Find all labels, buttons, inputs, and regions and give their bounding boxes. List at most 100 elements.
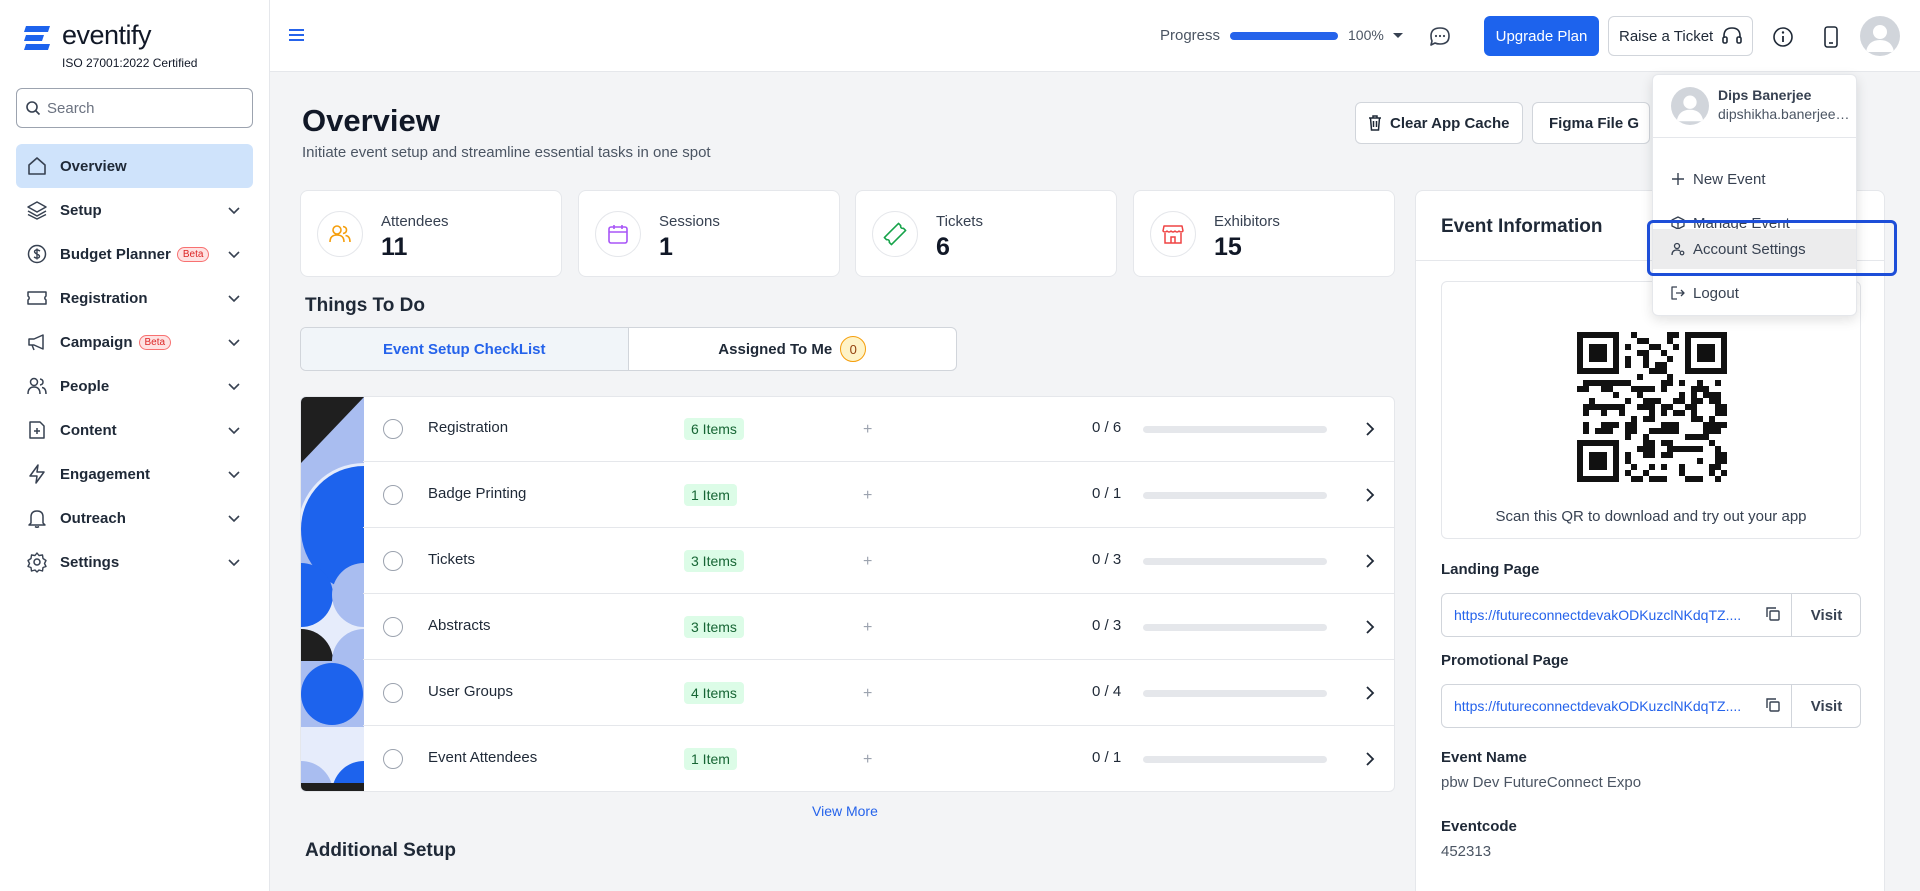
tab-event-setup-checklist[interactable]: Event Setup CheckList bbox=[301, 328, 629, 370]
chevron-down-icon[interactable] bbox=[227, 203, 241, 217]
sidebar-item-engagement[interactable]: Engagement bbox=[16, 452, 253, 496]
sidebar-item-registration[interactable]: Registration bbox=[16, 276, 253, 320]
checklist-row[interactable]: Tickets 3 Items +0 / 3 bbox=[363, 528, 1395, 594]
stat-card-sessions[interactable]: Sessions 1 bbox=[578, 190, 840, 277]
menu-item-new-event[interactable]: New Event bbox=[1653, 159, 1856, 199]
sidebar-item-budget-planner[interactable]: Budget Planner Beta bbox=[16, 232, 253, 276]
plus-icon[interactable]: + bbox=[863, 751, 873, 768]
tab-assigned-to-me[interactable]: Assigned To Me 0 bbox=[629, 328, 957, 370]
checklist-row[interactable]: Registration 6 Items +0 / 6 bbox=[363, 396, 1395, 462]
eventcode-value: 452313 bbox=[1441, 843, 1492, 860]
headset-icon bbox=[1722, 27, 1743, 44]
user-name: Dips Banerjee bbox=[1718, 87, 1812, 103]
landing-page-link-box: https://futureconnectdevakODKuzclNKdqTZ.… bbox=[1441, 593, 1861, 637]
checklist-radio[interactable] bbox=[383, 419, 403, 439]
chevron-right-icon[interactable] bbox=[1363, 553, 1377, 569]
sidebar-item-content[interactable]: Content bbox=[16, 408, 253, 452]
menu-item-label: Manage Event bbox=[1693, 214, 1790, 232]
stat-card-tickets[interactable]: Tickets 6 bbox=[855, 190, 1117, 277]
info-icon[interactable] bbox=[1772, 26, 1794, 48]
checklist-row-progress: 0 / 4 bbox=[1092, 683, 1122, 700]
upgrade-plan-button[interactable]: Upgrade Plan bbox=[1484, 16, 1599, 56]
checklist-radio[interactable] bbox=[383, 617, 403, 637]
checklist-row-name: Badge Printing bbox=[428, 485, 527, 502]
search-icon bbox=[26, 101, 41, 116]
plus-icon[interactable]: + bbox=[863, 487, 873, 504]
chevron-right-icon[interactable] bbox=[1363, 685, 1377, 701]
chevron-down-icon[interactable] bbox=[227, 291, 241, 305]
beta-badge: Beta bbox=[138, 334, 172, 350]
plus-icon[interactable]: + bbox=[863, 619, 873, 636]
sidebar-item-label: Outreach bbox=[60, 509, 126, 527]
sidebar-item-label: People bbox=[60, 377, 110, 395]
sidebar-item-setup[interactable]: Setup bbox=[16, 188, 253, 232]
chevron-right-icon[interactable] bbox=[1363, 751, 1377, 767]
checklist-progress-bar bbox=[1143, 558, 1327, 565]
landing-page-url[interactable]: https://futureconnectdevakODKuzclNKdqTZ.… bbox=[1454, 607, 1742, 623]
plus-icon[interactable]: + bbox=[863, 421, 873, 438]
menu-item-account-settings[interactable]: Account Settings bbox=[1653, 229, 1856, 269]
hamburger-menu-icon[interactable] bbox=[288, 27, 306, 43]
todo-tabs: Event Setup CheckList Assigned To Me 0 bbox=[300, 327, 957, 371]
sidebar-item-overview[interactable]: Overview bbox=[16, 144, 253, 188]
raise-ticket-button[interactable]: Raise a Ticket bbox=[1608, 16, 1753, 56]
chevron-down-icon[interactable] bbox=[227, 379, 241, 393]
stat-card-exhibitors[interactable]: Exhibitors 15 bbox=[1133, 190, 1395, 277]
mobile-phone-icon[interactable] bbox=[1823, 26, 1839, 48]
menu-item-logout[interactable]: Logout bbox=[1653, 273, 1856, 313]
trash-icon bbox=[1369, 115, 1381, 131]
copy-icon[interactable] bbox=[1764, 696, 1782, 714]
copy-icon[interactable] bbox=[1764, 605, 1782, 623]
qr-box: Scan this QR to download and try out you… bbox=[1441, 281, 1861, 539]
plus-icon[interactable]: + bbox=[863, 685, 873, 702]
checklist-row[interactable]: User Groups 4 Items +0 / 4 bbox=[363, 660, 1395, 726]
checklist-row-progress: 0 / 3 bbox=[1092, 617, 1122, 634]
store-icon bbox=[1162, 225, 1184, 244]
chevron-down-icon[interactable] bbox=[227, 555, 241, 569]
chevron-right-icon[interactable] bbox=[1363, 487, 1377, 503]
qr-code bbox=[1577, 332, 1727, 482]
menu-item-label: New Event bbox=[1693, 170, 1766, 188]
search-box[interactable] bbox=[16, 88, 253, 128]
promotional-page-link-box: https://futureconnectdevakODKuzclNKdqTZ.… bbox=[1441, 684, 1861, 728]
chevron-down-icon[interactable] bbox=[227, 335, 241, 349]
checklist-row-progress: 0 / 1 bbox=[1092, 749, 1122, 766]
tab-assigned-label: Assigned To Me bbox=[718, 340, 833, 358]
chevron-down-icon[interactable] bbox=[227, 511, 241, 525]
checklist-row[interactable]: Badge Printing 1 Item +0 / 1 bbox=[363, 462, 1395, 528]
chevron-right-icon[interactable] bbox=[1363, 619, 1377, 635]
view-more-link[interactable]: View More bbox=[812, 803, 878, 819]
chat-icon[interactable] bbox=[1428, 26, 1452, 48]
checklist-progress-bar bbox=[1143, 492, 1327, 499]
checklist-radio[interactable] bbox=[383, 485, 403, 505]
chevron-right-icon[interactable] bbox=[1363, 421, 1377, 437]
user-gear-icon bbox=[1671, 242, 1685, 256]
caret-down-icon[interactable] bbox=[1392, 32, 1404, 40]
stat-label: Exhibitors bbox=[1214, 213, 1280, 230]
landing-visit-button[interactable]: Visit bbox=[1791, 594, 1861, 636]
chevron-down-icon[interactable] bbox=[227, 247, 241, 261]
chevron-down-icon[interactable] bbox=[227, 467, 241, 481]
promotional-visit-button[interactable]: Visit bbox=[1791, 685, 1861, 727]
box-icon bbox=[1671, 216, 1685, 230]
event-name-value: pbw Dev FutureConnect Expo bbox=[1441, 774, 1642, 791]
sidebar-item-settings[interactable]: Settings bbox=[16, 540, 253, 584]
chevron-down-icon[interactable] bbox=[227, 423, 241, 437]
sidebar-item-outreach[interactable]: Outreach bbox=[16, 496, 253, 540]
items-count-badge: 4 Items bbox=[684, 682, 744, 704]
sidebar-item-campaign[interactable]: Campaign Beta bbox=[16, 320, 253, 364]
checklist-progress-bar bbox=[1143, 426, 1327, 433]
sidebar-item-people[interactable]: People bbox=[16, 364, 253, 408]
checklist-radio[interactable] bbox=[383, 551, 403, 571]
search-input[interactable] bbox=[47, 99, 237, 117]
checklist-row[interactable]: Event Attendees 1 Item +0 / 1 bbox=[363, 726, 1395, 792]
checklist-radio[interactable] bbox=[383, 683, 403, 703]
checklist-radio[interactable] bbox=[383, 749, 403, 769]
clear-app-cache-button[interactable]: Clear App Cache bbox=[1355, 102, 1523, 144]
stat-card-attendees[interactable]: Attendees 11 bbox=[300, 190, 562, 277]
plus-icon[interactable]: + bbox=[863, 553, 873, 570]
checklist-row[interactable]: Abstracts 3 Items +0 / 3 bbox=[363, 594, 1395, 660]
promotional-page-url[interactable]: https://futureconnectdevakODKuzclNKdqTZ.… bbox=[1454, 698, 1742, 714]
user-avatar-button[interactable] bbox=[1860, 16, 1900, 56]
figma-file-button[interactable]: Figma File G bbox=[1532, 102, 1650, 144]
